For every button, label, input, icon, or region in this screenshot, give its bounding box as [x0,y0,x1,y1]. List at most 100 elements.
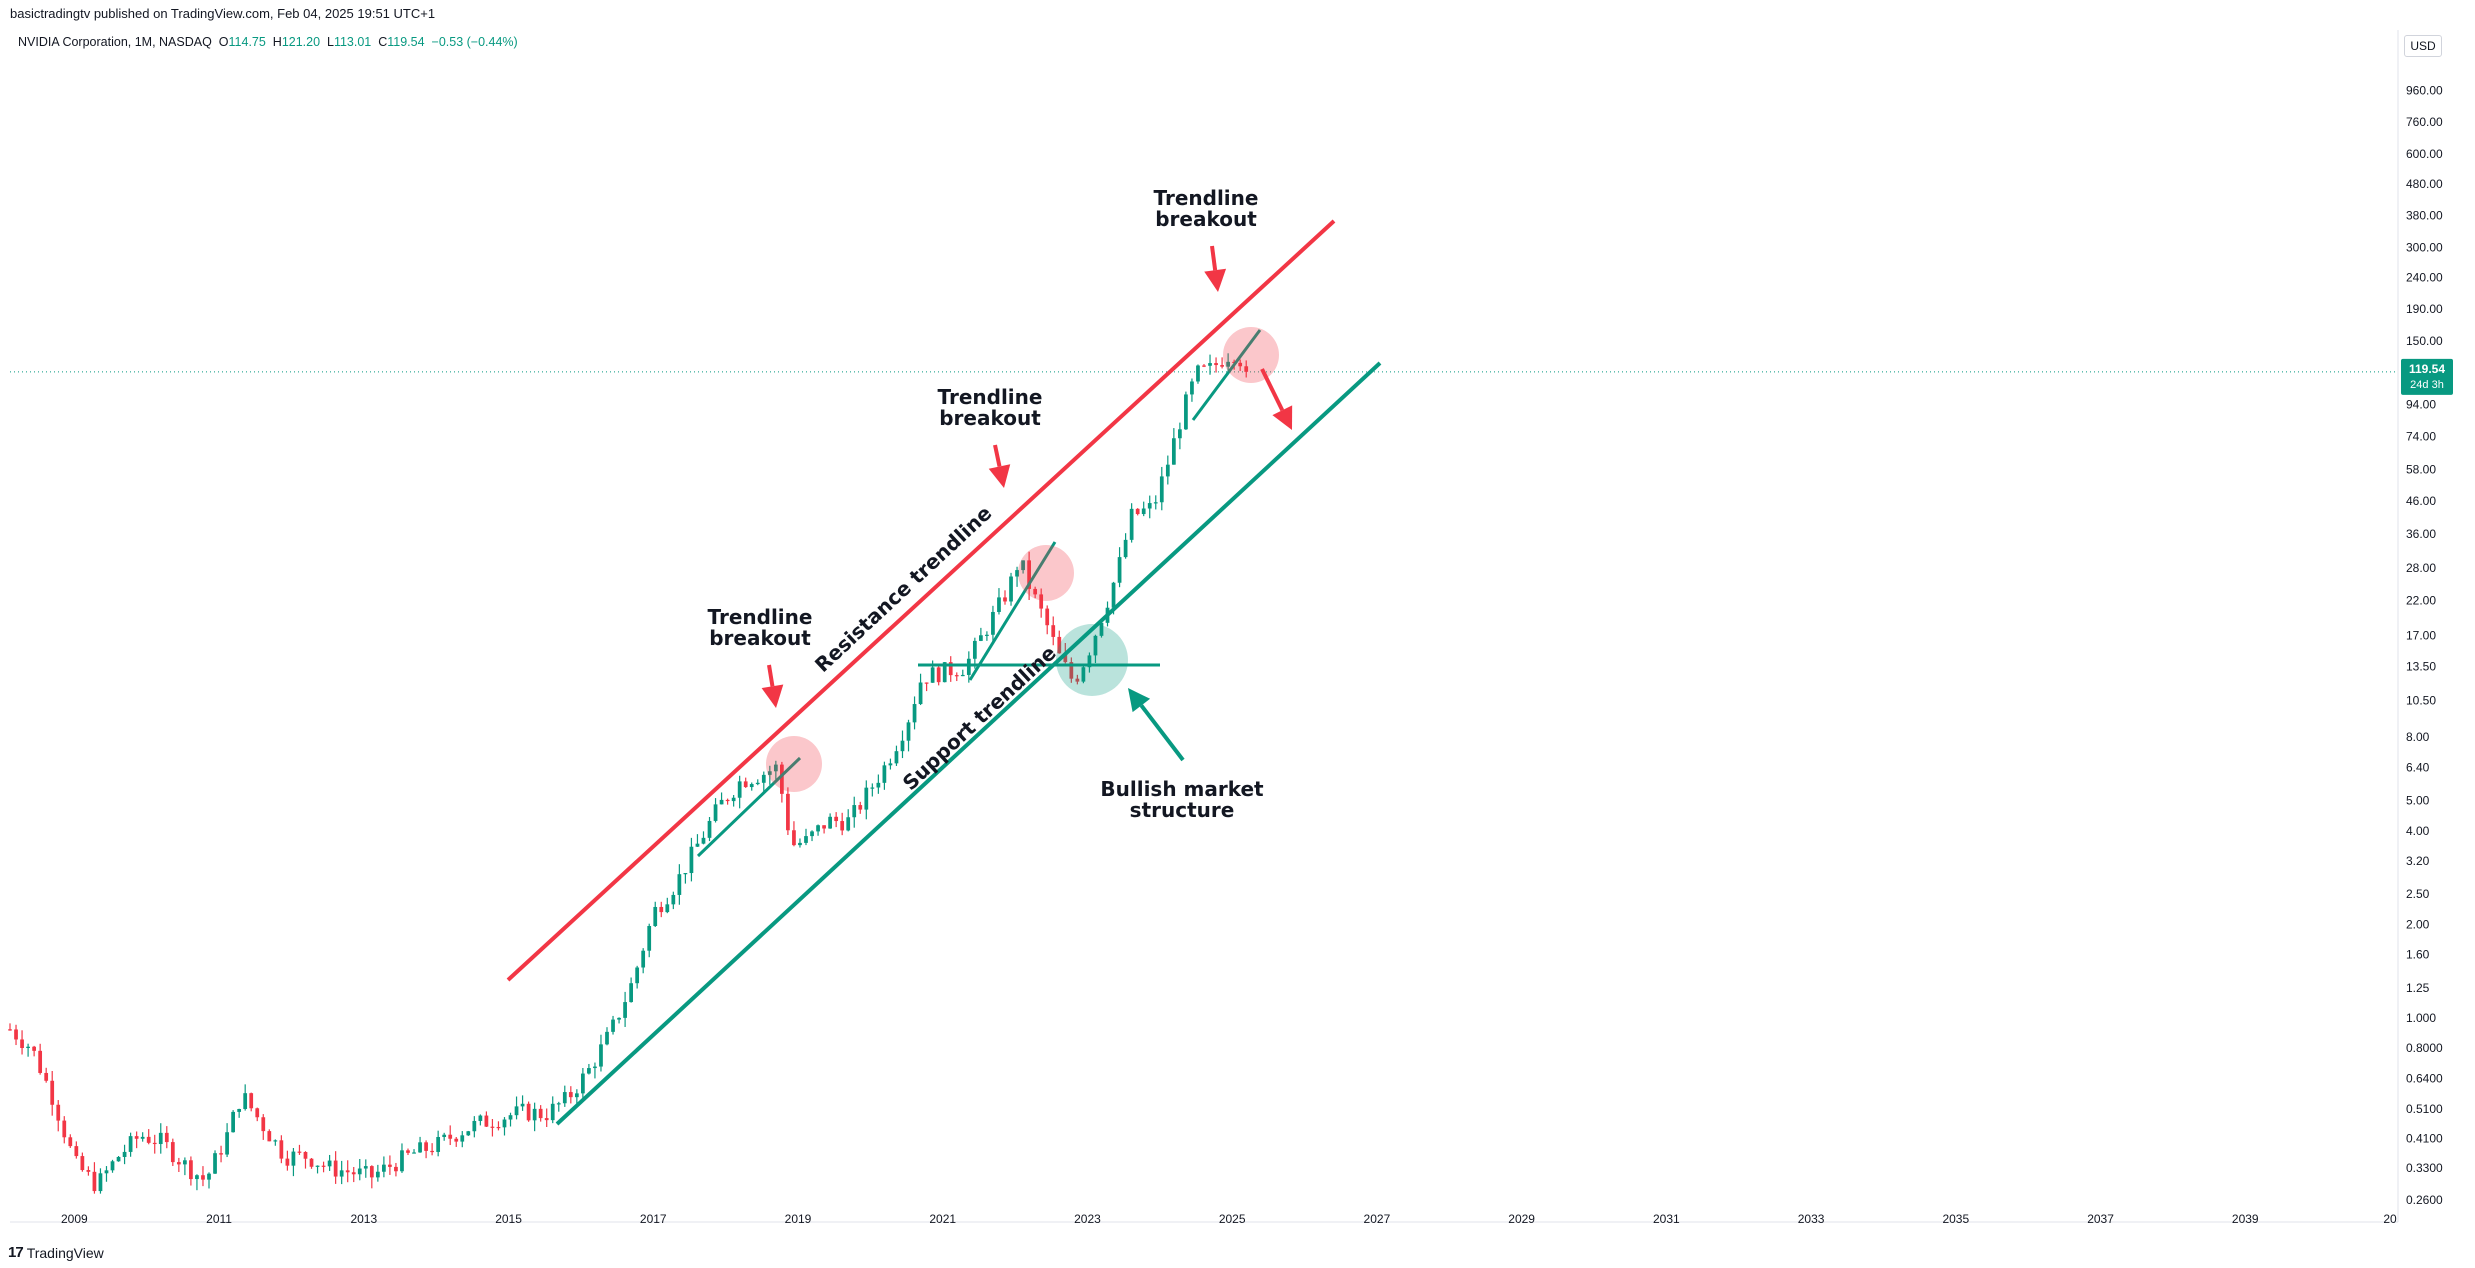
candle-body [520,1103,525,1107]
candle-body [424,1142,428,1151]
candle-body [189,1160,193,1180]
y-tick-label: 10.50 [2406,693,2436,707]
candle-body [116,1156,121,1162]
candle-body [532,1108,537,1121]
tradingview-brand[interactable]: 17 TradingView [8,1244,104,1261]
y-tick-label: 94.00 [2406,397,2436,411]
candle-body [1184,394,1188,430]
candle-body [689,846,694,874]
x-tick-label: 2009 [61,1212,88,1226]
candle-body [1057,636,1062,654]
y-tick-label: 46.00 [2406,494,2436,508]
rising-line-2 [968,541,1057,681]
y-tick-label: 0.6400 [2406,1071,2443,1085]
candle-body [1051,625,1056,637]
candle-body [568,1092,573,1098]
candle-body [134,1136,139,1139]
candle-body [1111,582,1116,608]
candle-body [629,983,633,1003]
candle-body [466,1131,471,1136]
candle-body [26,1046,30,1048]
candle-body [798,842,802,846]
candle-body [936,667,941,683]
y-tick-label: 480.00 [2406,177,2443,191]
y-tick-label: 0.3300 [2406,1161,2443,1175]
candle-body [659,906,664,913]
y-tick-label: 150.00 [2406,334,2443,348]
x-tick-label: 2027 [1364,1212,1391,1226]
candle-body [14,1029,18,1040]
candle-body [574,1093,579,1098]
x-tick-label: 2039 [2232,1212,2259,1226]
candle-body [840,821,845,831]
x-tick-label: 20 [2383,1212,2397,1226]
candle-body [219,1153,223,1155]
x-tick-label: 2037 [2087,1212,2114,1226]
candle-body [804,836,808,843]
x-tick-label: 2029 [1508,1212,1535,1226]
candle-body [918,682,923,705]
low-label: L [327,35,334,49]
candle-body [852,805,857,818]
candle-body [526,1103,531,1121]
candle-body [972,640,977,659]
candle-body [496,1126,501,1129]
candle-body [1135,508,1140,515]
annotation-bullish-line: Bullish market [1100,777,1264,801]
annotation-breakout-3: Trendline breakout [1154,186,1259,231]
breakout-circle-1 [766,736,822,792]
candle-body [876,782,881,788]
candle-body [900,740,905,752]
candle-body [56,1104,61,1121]
candle-body [979,635,983,641]
candle-body [767,771,772,775]
arrow-head [1272,405,1293,430]
candle-body [1123,539,1128,558]
y-tick-label: 240.00 [2406,271,2443,285]
candle-body [725,799,730,802]
candle-body [92,1171,97,1192]
candle-body [80,1156,85,1171]
annotation-breakout-2-line: breakout [939,406,1041,430]
candle-body [490,1126,495,1128]
candle-body [1214,363,1218,366]
candle-body [267,1131,272,1142]
candle-body [695,843,700,847]
candle-body [303,1151,308,1159]
candle-body [176,1162,181,1165]
candle-body [1153,502,1158,504]
x-tick-label: 2019 [785,1212,812,1226]
candle-body [1238,362,1243,367]
symbol-name[interactable]: NVIDIA Corporation, 1M, NASDAQ [18,35,212,49]
x-tick-label: 2023 [1074,1212,1101,1226]
candle-body [671,894,676,905]
candle-body [514,1106,519,1116]
candle-body [255,1108,260,1118]
annotation-breakout-3-line: breakout [1155,207,1257,231]
candle-body [321,1165,326,1167]
arrow-head [988,464,1011,488]
candle-body [231,1111,235,1133]
candle-body [822,825,826,829]
annotation-breakout-1: Trendline breakout [708,605,813,650]
candle-body [677,874,682,895]
candle-body [243,1093,248,1109]
y-tick-label: 0.8000 [2406,1041,2443,1055]
candle-body [1129,508,1134,540]
candle-body [647,926,652,951]
candle-body [478,1115,483,1121]
y-tick-label: 1.60 [2406,948,2430,962]
price-chart[interactable]: 960.00 760.00 600.00 480.00 380.00 300.00 240.… [0,0,2475,1240]
candle-body [400,1150,404,1172]
candle-body [1081,667,1086,682]
currency-button[interactable]: USD [2404,35,2442,57]
y-tick-label: 4.00 [2406,824,2430,838]
candle-body [1039,594,1044,609]
x-tick-label: 2035 [1942,1212,1969,1226]
candle-body [773,764,778,772]
candle-body [454,1138,459,1142]
candle-body [201,1175,205,1180]
last-price-label: 119.54 24d 3h [2401,358,2453,395]
candle-body [122,1151,127,1157]
breakout-circle-3 [1223,327,1279,383]
